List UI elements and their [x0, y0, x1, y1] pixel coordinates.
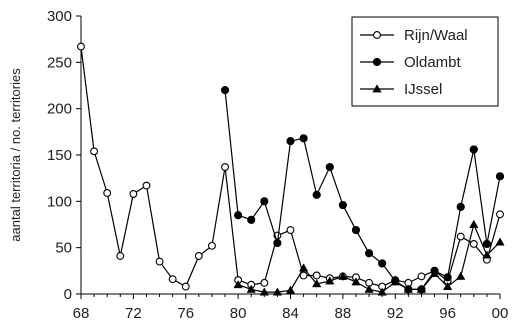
data-point: [482, 250, 492, 259]
series-line: [224, 90, 501, 290]
data-point: [260, 197, 269, 206]
data-point: [482, 239, 492, 249]
data-point: [312, 190, 321, 199]
x-tick-label: 68: [73, 305, 90, 322]
data-point: [456, 202, 465, 211]
data-point: [456, 271, 466, 280]
y-tick-label: 200: [47, 101, 72, 118]
data-point: [181, 282, 190, 291]
x-tick-label: 84: [282, 305, 299, 322]
data-point: [273, 238, 282, 248]
series-layer: [77, 42, 505, 296]
data-point: [246, 284, 256, 293]
data-point: [495, 237, 505, 246]
legend-item-ijssel: IJssel: [360, 81, 442, 98]
legend: Rijn/Waal Oldambt IJssel: [351, 16, 499, 107]
y-tick-label: 300: [47, 8, 72, 25]
y-tick-label: 50: [55, 240, 72, 257]
data-point: [378, 259, 387, 268]
data-point: [116, 252, 125, 260]
data-point: [325, 162, 334, 172]
data-point: [417, 272, 426, 281]
data-point: [234, 211, 243, 220]
axes: 0 50 100 150 200 250 300 68 72 76 80 84 88 92 96 00: [47, 8, 508, 322]
legend-label: IJssel: [404, 81, 442, 98]
y-tick-label: 0: [64, 286, 72, 303]
legend-item-oldambt: Oldambt: [360, 54, 462, 71]
data-point: [312, 271, 321, 280]
legend-item-rijn-waal: Rijn/Waal: [360, 27, 468, 44]
data-point: [155, 257, 164, 266]
data-point: [286, 226, 295, 235]
series-ijssel: [233, 219, 505, 296]
data-point: [168, 275, 177, 284]
x-tick-label: 00: [492, 305, 509, 322]
data-point: [351, 277, 361, 286]
data-point: [312, 279, 322, 288]
legend-label: Oldambt: [404, 54, 462, 71]
data-point: [469, 145, 478, 154]
data-point: [456, 232, 465, 241]
data-point: [442, 281, 453, 290]
data-point: [429, 268, 440, 278]
x-tick-label: 92: [387, 305, 404, 322]
data-point: [220, 86, 230, 95]
data-point: [285, 285, 296, 294]
y-axis-label: aantal territoria / no. territories: [8, 68, 23, 242]
series-oldambt: [220, 86, 505, 294]
data-point: [351, 225, 361, 235]
data-point: [338, 271, 348, 280]
x-tick-label: 88: [335, 305, 352, 322]
y-tick-label: 150: [47, 147, 72, 164]
data-point: [495, 172, 505, 181]
data-point: [338, 200, 347, 210]
x-tick-label: 72: [125, 305, 142, 322]
y-tick-label: 250: [47, 54, 72, 71]
data-point: [377, 287, 387, 296]
data-point: [469, 240, 478, 248]
data-point: [299, 271, 308, 280]
legend-marker: [373, 31, 381, 39]
x-tick-label: 76: [177, 305, 194, 322]
data-point: [259, 287, 269, 296]
data-point: [286, 137, 295, 146]
data-point: [90, 147, 99, 156]
data-point: [364, 249, 374, 258]
data-point: [103, 189, 112, 197]
data-point: [260, 278, 269, 287]
data-point: [194, 252, 203, 260]
data-point: [325, 276, 335, 285]
x-tick-label: 80: [230, 305, 247, 322]
data-point: [129, 189, 138, 198]
data-point: [390, 277, 400, 286]
data-point: [416, 284, 427, 293]
data-point: [298, 263, 309, 272]
legend-marker: [372, 57, 382, 67]
x-tick-label: 96: [439, 305, 456, 322]
x-ticks: 68 72 76 80 84 88 92 96 00: [73, 294, 509, 322]
data-point: [77, 42, 85, 51]
y-tick-label: 100: [47, 193, 72, 210]
data-point: [272, 287, 283, 296]
data-point: [247, 215, 256, 224]
data-point: [443, 273, 452, 282]
data-point: [233, 280, 243, 289]
legend-marker: [372, 84, 382, 93]
data-point: [142, 181, 151, 190]
y-ticks: 0 50 100 150 200 250 300: [47, 8, 81, 303]
legend-label: Rijn/Waal: [404, 27, 468, 44]
data-point: [299, 134, 308, 143]
data-point: [496, 210, 504, 219]
data-point: [207, 241, 216, 250]
data-point: [364, 284, 374, 293]
data-point: [469, 219, 479, 228]
data-point: [221, 163, 229, 171]
data-point: [403, 284, 413, 293]
